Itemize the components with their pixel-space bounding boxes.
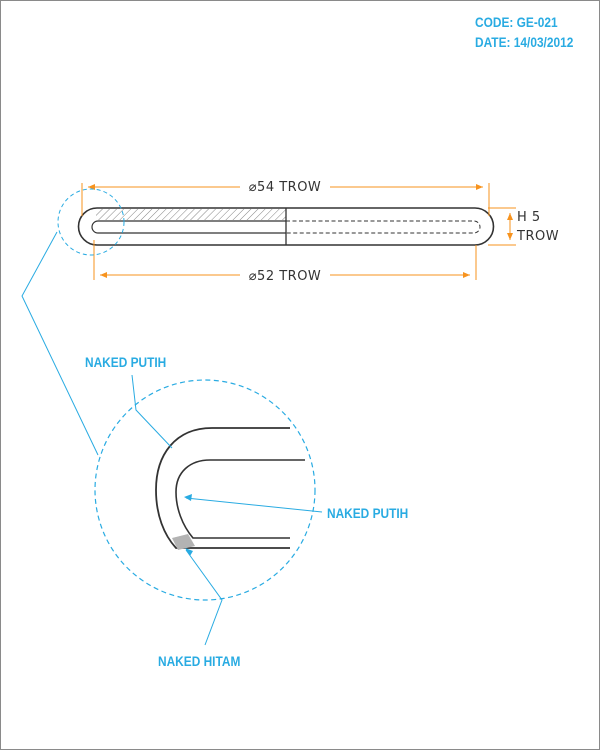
detail-enlarged-circle [94, 379, 316, 601]
detail-indicator-circle [57, 188, 125, 256]
outer-diameter-label: ⌀54 TROW [249, 180, 322, 195]
code-label: CODE: GE-021 [475, 14, 558, 30]
callout-naked-putih-right: NAKED PUTIH [327, 505, 408, 521]
title-block: CODE: GE-021 DATE: 14/03/2012 [475, 12, 573, 52]
callout-arrow-bottom [185, 548, 193, 556]
ring-inner-hidden [286, 220, 481, 234]
callout-arrow-right [184, 494, 192, 501]
detail-inner-curve [175, 459, 305, 539]
detail-profile [155, 427, 305, 550]
dimension-lines [81, 183, 516, 280]
callout-naked-putih-top: NAKED PUTIH [85, 354, 166, 370]
ring-inner-left [91, 220, 286, 234]
callout-naked-hitam: NAKED HITAM [158, 653, 240, 669]
callout-leader-top [131, 374, 173, 449]
callout-leader-right [185, 497, 323, 513]
height-label-line2: TROW [516, 229, 559, 244]
ring-side-view [77, 207, 495, 246]
detail-outer-curve [155, 427, 290, 549]
date-label: DATE: 14/03/2012 [475, 34, 574, 50]
inner-diameter-label: ⌀52 TROW [249, 269, 322, 284]
callout-leader-bottom [185, 549, 223, 646]
hatched-section [96, 209, 286, 220]
height-label-line1: H 5 [517, 210, 541, 225]
black-edge-shade [172, 534, 195, 550]
detail-leader-line [21, 231, 99, 456]
